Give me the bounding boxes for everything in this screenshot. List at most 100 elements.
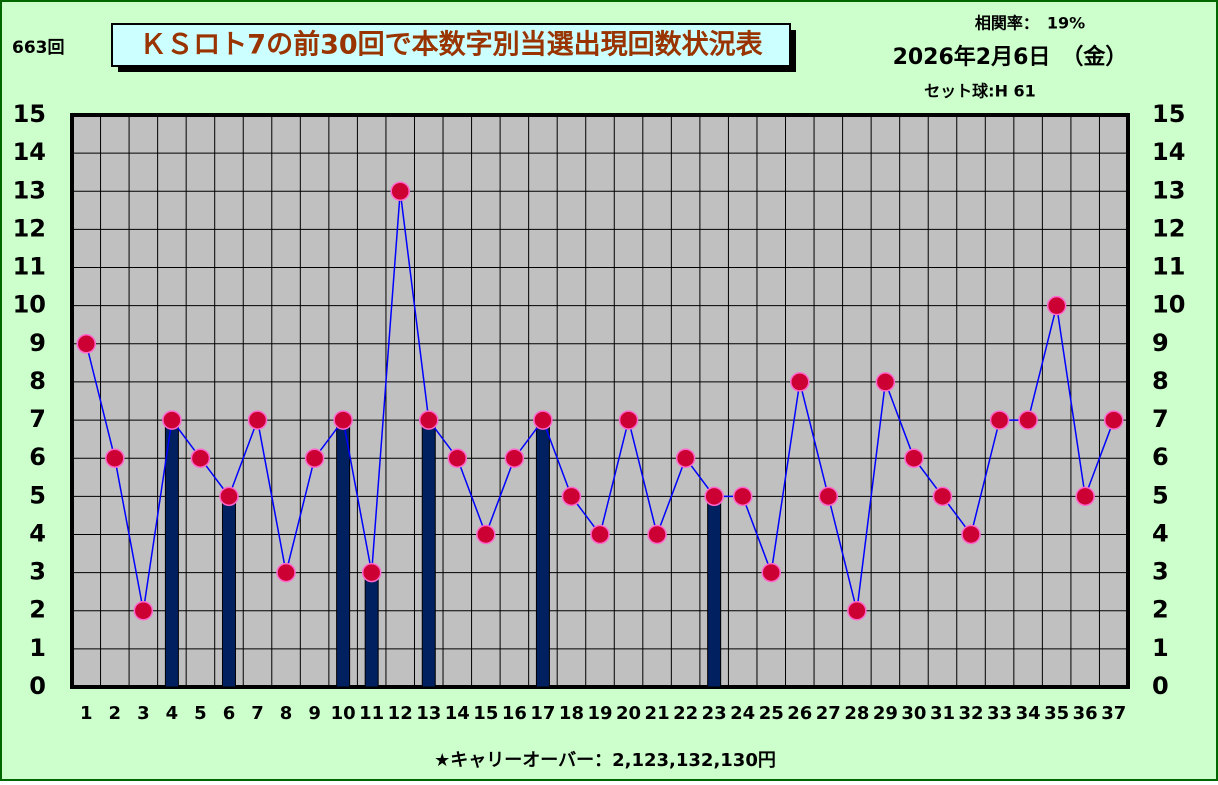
marker	[1075, 486, 1095, 507]
x-tick-label: 25	[759, 703, 784, 724]
x-tick-label: 14	[445, 703, 470, 724]
marker	[790, 372, 810, 392]
y-tick-label: 11	[13, 253, 46, 281]
x-tick-label: 21	[645, 703, 670, 724]
marker	[675, 448, 696, 468]
marker	[1018, 410, 1038, 430]
x-tick-label: 34	[1016, 703, 1041, 724]
x-tick-label: 8	[280, 703, 293, 724]
y2-tick-label: 14	[1152, 138, 1185, 166]
draw-number: 663回	[12, 38, 65, 58]
set-ball: セット球:H 61	[924, 82, 1036, 101]
marker	[904, 448, 924, 468]
y-tick-label: 4	[29, 519, 46, 547]
x-tick-label: 37	[1101, 703, 1126, 724]
y-tick-label: 12	[13, 214, 46, 242]
x-tick-label: 28	[844, 703, 869, 724]
x-tick-label: 26	[787, 703, 812, 724]
marker	[476, 524, 496, 545]
y-tick-label: 3	[29, 558, 46, 586]
marker	[932, 486, 953, 507]
y-tick-label: 1	[29, 634, 46, 662]
marker	[361, 562, 382, 583]
x-tick-label: 10	[331, 703, 356, 724]
y2-tick-label: 4	[1152, 519, 1169, 547]
marker	[1046, 295, 1067, 316]
marker	[618, 410, 639, 430]
y2-tick-label: 2	[1152, 596, 1169, 624]
marker	[818, 486, 839, 507]
marker	[533, 410, 553, 430]
x-tick-label: 11	[359, 703, 384, 724]
marker	[704, 486, 724, 507]
marker	[304, 448, 325, 468]
y2-tick-label: 11	[1152, 253, 1185, 281]
x-tick-label: 31	[930, 703, 955, 724]
y-tick-label: 15	[13, 100, 46, 128]
y-tick-label: 0	[29, 672, 46, 700]
title-box	[111, 23, 791, 67]
marker	[1103, 410, 1124, 430]
marker	[105, 448, 125, 468]
bar	[421, 419, 436, 688]
y-tick-label: 7	[29, 405, 46, 433]
y-tick-label: 14	[13, 138, 46, 166]
x-tick-label: 20	[616, 703, 641, 724]
bar	[336, 419, 351, 688]
marker	[561, 486, 582, 507]
x-tick-label: 12	[388, 703, 413, 724]
x-tick-label: 23	[702, 703, 727, 724]
y2-tick-label: 1	[1152, 634, 1169, 662]
x-tick-label: 16	[502, 703, 527, 724]
marker	[847, 600, 867, 621]
bar	[221, 495, 236, 688]
marker	[133, 600, 154, 621]
marker	[219, 486, 239, 507]
x-tick-label: 22	[673, 703, 698, 724]
y2-tick-label: 7	[1152, 405, 1169, 433]
marker	[875, 372, 896, 392]
y-tick-label: 13	[13, 176, 46, 204]
plot-area	[72, 115, 1128, 687]
y-tick-label: 6	[29, 443, 46, 471]
marker	[732, 486, 753, 507]
y-tick-label: 5	[29, 481, 46, 509]
y2-tick-label: 3	[1152, 558, 1169, 586]
x-tick-label: 1	[80, 703, 93, 724]
marker	[276, 562, 296, 583]
y2-tick-label: 5	[1152, 481, 1169, 509]
x-tick-label: 35	[1044, 703, 1069, 724]
date: 2026年2月6日 （金）	[893, 44, 1128, 70]
x-tick-label: 27	[816, 703, 841, 724]
y2-tick-label: 13	[1152, 176, 1185, 204]
x-tick-label: 9	[308, 703, 321, 724]
y2-tick-label: 8	[1152, 367, 1169, 395]
y-tick-label: 8	[29, 367, 46, 395]
y2-tick-label: 9	[1152, 329, 1169, 357]
x-tick-label: 19	[587, 703, 612, 724]
marker	[761, 562, 781, 583]
x-tick-label: 5	[194, 703, 207, 724]
marker	[333, 410, 353, 430]
x-tick-label: 3	[137, 703, 150, 724]
bar	[707, 495, 722, 688]
correlation: 相関率： 19%	[975, 14, 1085, 33]
chart-title: ＫＳロト7の前30回で本数字別当選出現回数状況表	[139, 29, 762, 61]
x-tick-label: 18	[559, 703, 584, 724]
y2-tick-label: 10	[1152, 291, 1185, 319]
y2-tick-label: 15	[1152, 100, 1185, 128]
marker	[247, 410, 268, 430]
marker	[647, 524, 667, 545]
marker	[390, 181, 410, 202]
marker	[590, 524, 610, 545]
marker	[162, 410, 182, 430]
x-tick-label: 29	[873, 703, 898, 724]
x-tick-label: 15	[473, 703, 498, 724]
y-tick-label: 10	[13, 291, 46, 319]
plot-frame	[70, 113, 1130, 689]
x-tick-label: 30	[901, 703, 926, 724]
x-tick-label: 17	[530, 703, 555, 724]
x-tick-label: 4	[166, 703, 179, 724]
